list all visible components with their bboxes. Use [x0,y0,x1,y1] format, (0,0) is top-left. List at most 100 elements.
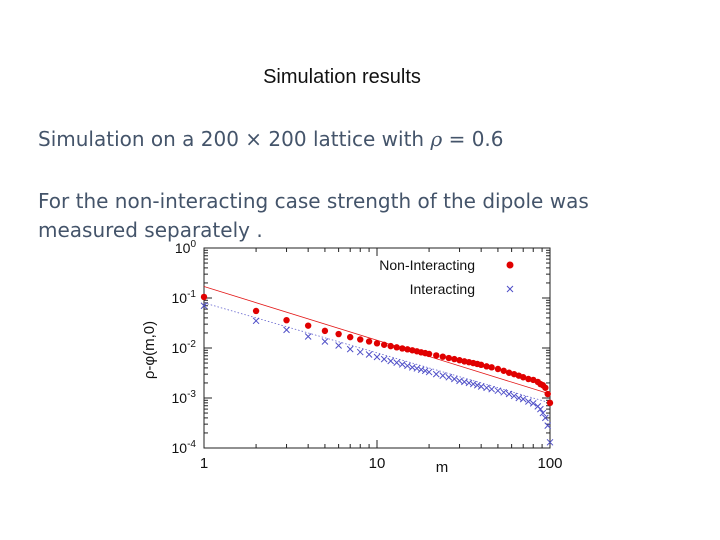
point-non-interacting [404,346,411,353]
point-interacting [510,392,518,400]
point-non-interacting [445,354,452,362]
x-tick-label: 10 [369,455,386,472]
point-interacting [465,379,473,387]
point-non-interacting [439,353,446,360]
data-points [200,293,554,446]
slide-title: Simulation results [263,66,421,88]
point-non-interacting [252,307,260,315]
legend-label-interacting: Interacting [410,281,475,297]
point-interacting [525,398,532,405]
point-interacting [539,409,547,417]
point-interacting [408,364,416,371]
point-interacting [445,373,453,381]
point-non-interacting [283,316,290,324]
point-interacting [200,302,208,310]
point-interacting [365,351,373,358]
lattice-text: Simulation on a 200 × 200 lattice with [38,127,431,151]
point-interacting [546,438,554,446]
chart: 1 10 100 100 10-1 10-2 10-3 10-4 Non-Interactin… [141,239,563,476]
point-interacting [404,362,411,370]
legend-label-non-interacting: Non-Interacting [379,257,475,273]
point-non-interacting [425,350,433,358]
point-non-interacting [525,375,532,383]
point-non-interacting [433,352,440,359]
y-tick-label: 100 [175,239,197,256]
y-tick-label: 10-4 [172,439,197,456]
y-tick-label: 10-1 [172,289,197,306]
point-non-interacting [542,384,549,391]
point-non-interacting [365,338,373,345]
point-non-interacting [387,342,394,350]
point-non-interacting [373,340,381,347]
point-interacting [387,357,395,365]
point-interacting [500,388,508,396]
point-interacting [304,333,312,340]
point-non-interacting [505,369,513,376]
point-non-interacting [304,322,312,329]
point-interacting [356,348,364,356]
rho-value: = 0.6 [442,127,504,151]
y-tick-label: 10-2 [172,339,197,356]
x-tick-label: 100 [537,455,562,472]
point-interacting [283,326,290,334]
point-interacting [252,317,260,325]
point-interacting [346,345,354,353]
lattice-description: Simulation on a 200 × 200 lattice with ρ… [38,127,504,151]
point-interacting [488,385,496,393]
point-interacting [421,367,429,375]
point-non-interacting [488,364,495,371]
legend-marker-interacting [506,285,514,293]
point-non-interacting [546,399,554,407]
point-interacting [541,414,549,422]
point-interacting [417,366,425,373]
point-non-interacting [357,336,364,343]
point-interacting [393,359,401,366]
point-interacting [335,342,342,349]
y-tick-label: 10-3 [172,389,197,406]
x-tick-label: 1 [200,455,208,472]
fit-line-interacting [203,302,551,404]
point-interacting [439,372,447,379]
point-interacting [432,370,440,378]
point-interacting [321,338,329,345]
point-interacting [537,405,544,413]
point-non-interacting [321,327,329,335]
point-non-interacting [500,367,507,374]
point-non-interacting [200,293,208,301]
point-interacting [451,375,458,383]
point-non-interacting [451,355,458,363]
point-non-interacting [456,357,463,364]
point-non-interacting [477,361,485,369]
point-interacting [398,361,406,368]
dipole-note: For the non-interacting case strength of… [38,189,589,242]
point-interacting [413,365,421,372]
point-non-interacting [544,390,551,398]
legend-marker-non-interacting [506,261,514,269]
point-non-interacting [380,341,388,348]
point-interacting [494,387,502,395]
point-interacting [519,395,527,403]
point-non-interacting [393,344,400,351]
point-non-interacting [494,365,502,373]
point-interacting [505,390,513,398]
point-non-interacting [335,330,342,338]
point-interacting [477,383,485,390]
point-interacting [529,400,537,407]
point-interacting [469,380,477,388]
point-non-interacting [483,363,490,370]
axes: 1 10 100 100 10-1 10-2 10-3 10-4 [172,239,563,472]
point-interacting [544,422,552,429]
rho-symbol: ρ [430,127,443,151]
point-interacting [425,368,433,376]
x-axis-label: m [436,459,449,476]
point-interacting [483,384,490,392]
point-non-interacting [399,345,406,352]
plot-frame [203,247,551,449]
point-interacting [380,355,388,363]
point-interacting [373,353,381,361]
y-axis-label: ρ-φ(m,0) [141,321,158,379]
point-non-interacting [520,374,527,381]
point-interacting [473,381,481,389]
point-non-interacting [347,333,354,341]
legend: Non-Interacting Interacting [379,257,514,297]
